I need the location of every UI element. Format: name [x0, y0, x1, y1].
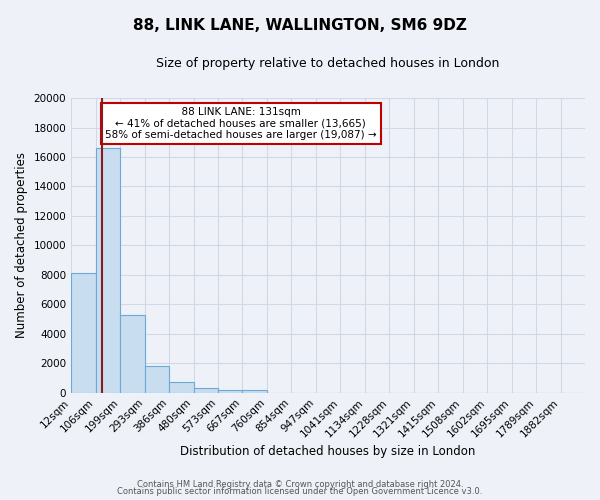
Title: Size of property relative to detached houses in London: Size of property relative to detached ho…	[157, 58, 500, 70]
Y-axis label: Number of detached properties: Number of detached properties	[15, 152, 28, 338]
Bar	[194, 388, 218, 392]
Bar	[145, 366, 169, 392]
Bar	[218, 390, 242, 392]
Text: 88, LINK LANE, WALLINGTON, SM6 9DZ: 88, LINK LANE, WALLINGTON, SM6 9DZ	[133, 18, 467, 32]
Bar	[169, 382, 194, 392]
Bar	[242, 390, 267, 392]
Text: 88 LINK LANE: 131sqm  
← 41% of detached houses are smaller (13,665)
58% of semi: 88 LINK LANE: 131sqm ← 41% of detached h…	[105, 107, 377, 140]
Bar	[95, 148, 120, 392]
Text: Contains public sector information licensed under the Open Government Licence v3: Contains public sector information licen…	[118, 487, 482, 496]
Bar	[71, 274, 95, 392]
X-axis label: Distribution of detached houses by size in London: Distribution of detached houses by size …	[181, 444, 476, 458]
Bar	[120, 314, 145, 392]
Text: Contains HM Land Registry data © Crown copyright and database right 2024.: Contains HM Land Registry data © Crown c…	[137, 480, 463, 489]
